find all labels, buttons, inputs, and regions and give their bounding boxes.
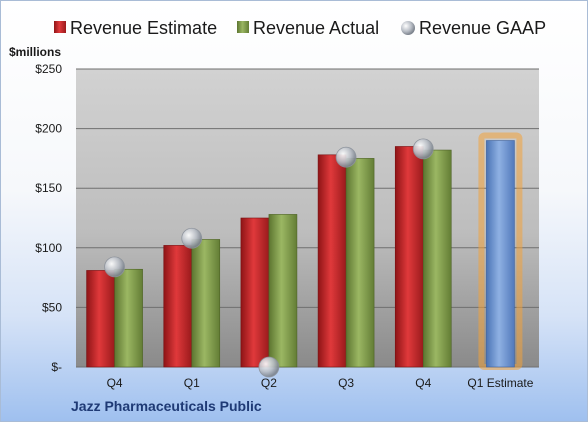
marker-revenue-gaap-2 [258, 356, 280, 378]
bar-forecast-q1-estimate [486, 140, 515, 368]
bar-revenue-estimate-3 [317, 154, 347, 368]
marker-revenue-gaap-0 [104, 256, 125, 278]
company-name: Jazz Pharmaceuticals Public [71, 398, 262, 414]
bar-revenue-estimate-4 [394, 146, 424, 368]
bars [86, 132, 523, 370]
bar-revenue-actual-2 [268, 214, 298, 368]
legend-label-revenue-actual: Revenue Actual [253, 18, 379, 38]
gridlines [76, 68, 539, 368]
y-tick-label-3: $150 [35, 181, 62, 195]
x-tick-label-4: Q4 [415, 376, 431, 390]
legend-swatch-revenue-gaap [401, 21, 415, 35]
bar-revenue-actual-3 [345, 158, 375, 368]
marker-revenue-gaap-3 [335, 146, 357, 168]
plot-area [76, 69, 539, 367]
x-tick-label-0: Q4 [107, 376, 123, 390]
bar-revenue-actual-4 [422, 149, 452, 368]
x-tick-label-5: Q1 Estimate [467, 376, 533, 390]
legend-label-revenue-estimate: Revenue Estimate [70, 18, 217, 38]
bar-revenue-actual-1 [191, 239, 221, 368]
marker-revenue-gaap-4 [412, 138, 434, 160]
bar-revenue-estimate-0 [86, 270, 115, 368]
bar-revenue-estimate-2 [240, 217, 270, 368]
legend: Revenue Estimate Revenue Actual Revenue … [54, 18, 546, 38]
x-axis-ticks: Q4 Q1 Q2 Q3 Q4 Q1 Estimate [107, 376, 534, 390]
y-axis-ticks: $- $50 $100 $150 $200 $250 [35, 62, 62, 374]
legend-swatch-revenue-estimate [54, 21, 66, 33]
y-tick-label-2: $100 [35, 241, 62, 255]
marker-revenue-gaap-1 [181, 227, 203, 249]
legend-label-revenue-gaap: Revenue GAAP [419, 18, 546, 38]
x-tick-label-3: Q3 [338, 376, 354, 390]
y-tick-label-4: $200 [35, 122, 62, 136]
gaap-markers [104, 138, 434, 378]
legend-swatch-revenue-actual [237, 21, 249, 33]
x-tick-label-1: Q1 [184, 376, 200, 390]
y-tick-label-5: $250 [35, 62, 62, 76]
y-tick-label-1: $50 [42, 300, 62, 314]
y-axis-unit-label: $millions [9, 45, 61, 59]
y-tick-label-0: $- [51, 360, 62, 374]
bar-revenue-actual-0 [114, 268, 143, 368]
bar-revenue-estimate-1 [163, 245, 193, 368]
x-tick-label-2: Q2 [261, 376, 277, 390]
